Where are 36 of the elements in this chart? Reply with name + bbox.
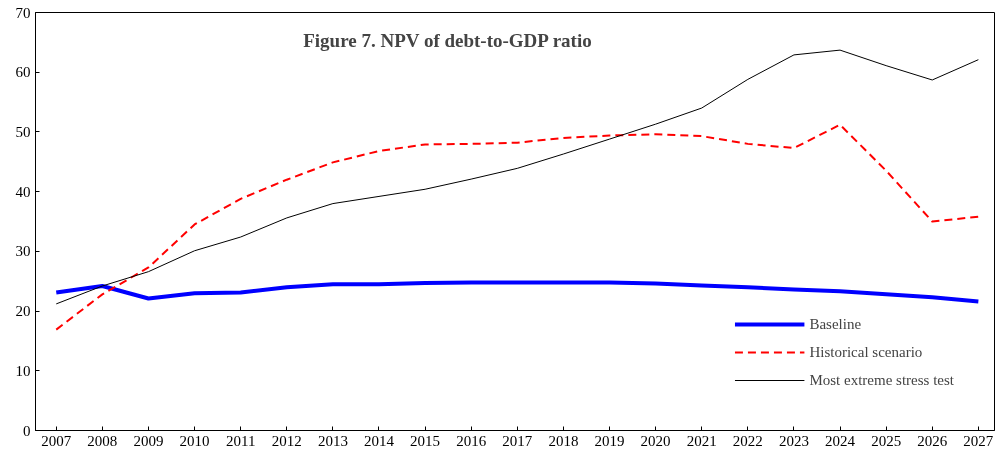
y-tick-label: 70 <box>15 4 31 21</box>
x-tick-label: 2019 <box>594 432 625 449</box>
x-tick-label: 2018 <box>548 432 579 449</box>
line-series <box>55 123 980 331</box>
x-tick-label: 2012 <box>271 432 302 449</box>
y-tick-label: 20 <box>15 303 31 320</box>
x-tick-label: 2026 <box>917 432 948 449</box>
legend-label: Historical scenario <box>809 343 923 361</box>
y-tick-label: 10 <box>15 362 31 379</box>
x-tick-label: 2022 <box>732 432 763 449</box>
x-tick-label: 2009 <box>133 432 164 449</box>
line-series <box>54 280 981 304</box>
x-tick-label: 2011 <box>225 432 256 449</box>
x-tick-label: 2024 <box>825 432 856 449</box>
y-tick-label: 60 <box>15 64 31 81</box>
x-tick-label: 2015 <box>410 432 441 449</box>
y-tick-label: 50 <box>15 123 31 140</box>
text: Figure 7. NPV of debt-to-GDP ratio <box>303 29 592 51</box>
x-tick-label: 2010 <box>179 432 210 449</box>
y-tick-label: 30 <box>15 243 31 260</box>
y-tick-label: 0 <box>23 422 31 439</box>
x-tick-label: 2021 <box>686 432 717 449</box>
x-tick-label: 2008 <box>87 432 118 449</box>
x-tick-label: 2014 <box>363 432 395 449</box>
legend-label: Baseline <box>809 315 862 333</box>
x-tick-label: 2025 <box>871 432 902 449</box>
x-tick-label: 2007 <box>41 432 72 449</box>
x-tick-label: 2013 <box>317 432 348 449</box>
x-tick-label: 2016 <box>456 432 487 449</box>
legend-label: Most extreme stress test <box>809 371 954 389</box>
line-series <box>55 49 979 305</box>
x-tick-label: 2020 <box>640 432 671 449</box>
x-tick-label: 2017 <box>502 432 533 449</box>
x-tick-label: 2027 <box>963 432 994 449</box>
y-tick-label: 40 <box>15 183 31 200</box>
x-tick-label: 2023 <box>778 432 809 449</box>
